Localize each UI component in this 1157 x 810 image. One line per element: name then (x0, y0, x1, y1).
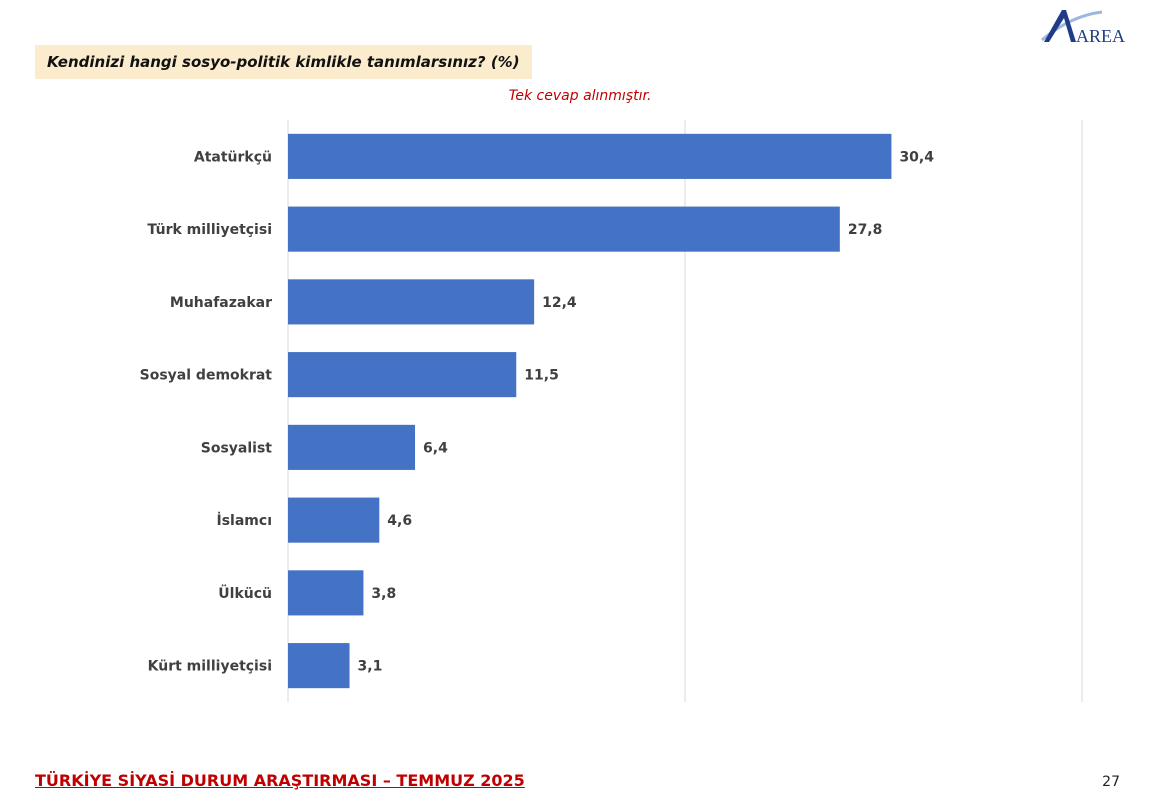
footer-title: TÜRKİYE SİYASİ DURUM ARAŞTIRMASI – TEMMU… (35, 771, 525, 790)
data-label: 30,4 (899, 149, 934, 165)
category-label: Ülkücü (218, 584, 272, 602)
bar (288, 643, 350, 689)
category-label: Sosyal demokrat (140, 368, 273, 384)
category-label: Muhafazakar (170, 295, 272, 311)
bar (288, 424, 416, 470)
bar (288, 570, 364, 616)
data-label: 4,6 (387, 513, 412, 529)
logo-text: AREA (1076, 26, 1125, 46)
category-label: Sosyalist (201, 440, 273, 456)
data-label: 27,8 (848, 222, 883, 238)
logo-letter-a (1044, 10, 1076, 42)
page-number: 27 (1102, 774, 1120, 790)
bar (288, 279, 535, 325)
category-label: Türk milliyetçisi (147, 222, 272, 238)
bar-chart: Atatürkçü 30,4 Türk milliyetçisi 27,8 Muhafa… (140, 120, 1083, 702)
bar (288, 497, 380, 543)
data-label: 6,4 (423, 440, 448, 456)
chart-note: Tek cevap alınmıştır. (508, 88, 652, 104)
category-label: Kürt milliyetçisi (148, 659, 272, 675)
data-label: 11,5 (524, 368, 559, 384)
logo-swoosh (1041, 10, 1103, 42)
data-label: 3,1 (358, 659, 383, 675)
data-label: 3,8 (371, 586, 396, 602)
bar (288, 133, 892, 179)
question-box: Kendinizi hangi sosyo-politik kimlikle t… (35, 45, 532, 79)
bar (288, 206, 840, 252)
bar (288, 352, 517, 398)
category-label: İslamcı (217, 512, 272, 529)
data-label: 12,4 (542, 295, 577, 311)
question-text: Kendinizi hangi sosyo-politik kimlikle t… (47, 53, 520, 71)
area-logo: AREA (1041, 10, 1125, 46)
category-label: Atatürkçü (194, 149, 272, 165)
